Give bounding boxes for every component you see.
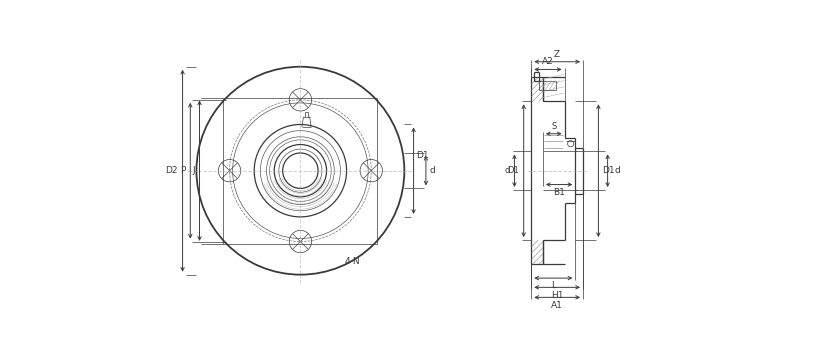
Text: H1: H1: [551, 291, 563, 299]
Text: D1: D1: [602, 166, 614, 175]
Text: B1: B1: [553, 188, 565, 197]
Text: d: d: [505, 166, 510, 175]
Text: A1: A1: [552, 300, 563, 310]
Text: d: d: [430, 166, 436, 175]
Text: S: S: [551, 122, 557, 131]
Text: L: L: [551, 281, 556, 290]
Text: A2: A2: [542, 57, 554, 66]
Text: P: P: [180, 166, 185, 175]
Text: D1: D1: [507, 166, 519, 175]
Text: J: J: [192, 166, 195, 175]
Text: D2: D2: [166, 166, 178, 175]
Text: 4-N: 4-N: [345, 257, 361, 266]
Text: Z: Z: [554, 50, 561, 58]
Text: D1: D1: [416, 151, 429, 160]
Text: d: d: [614, 166, 620, 175]
